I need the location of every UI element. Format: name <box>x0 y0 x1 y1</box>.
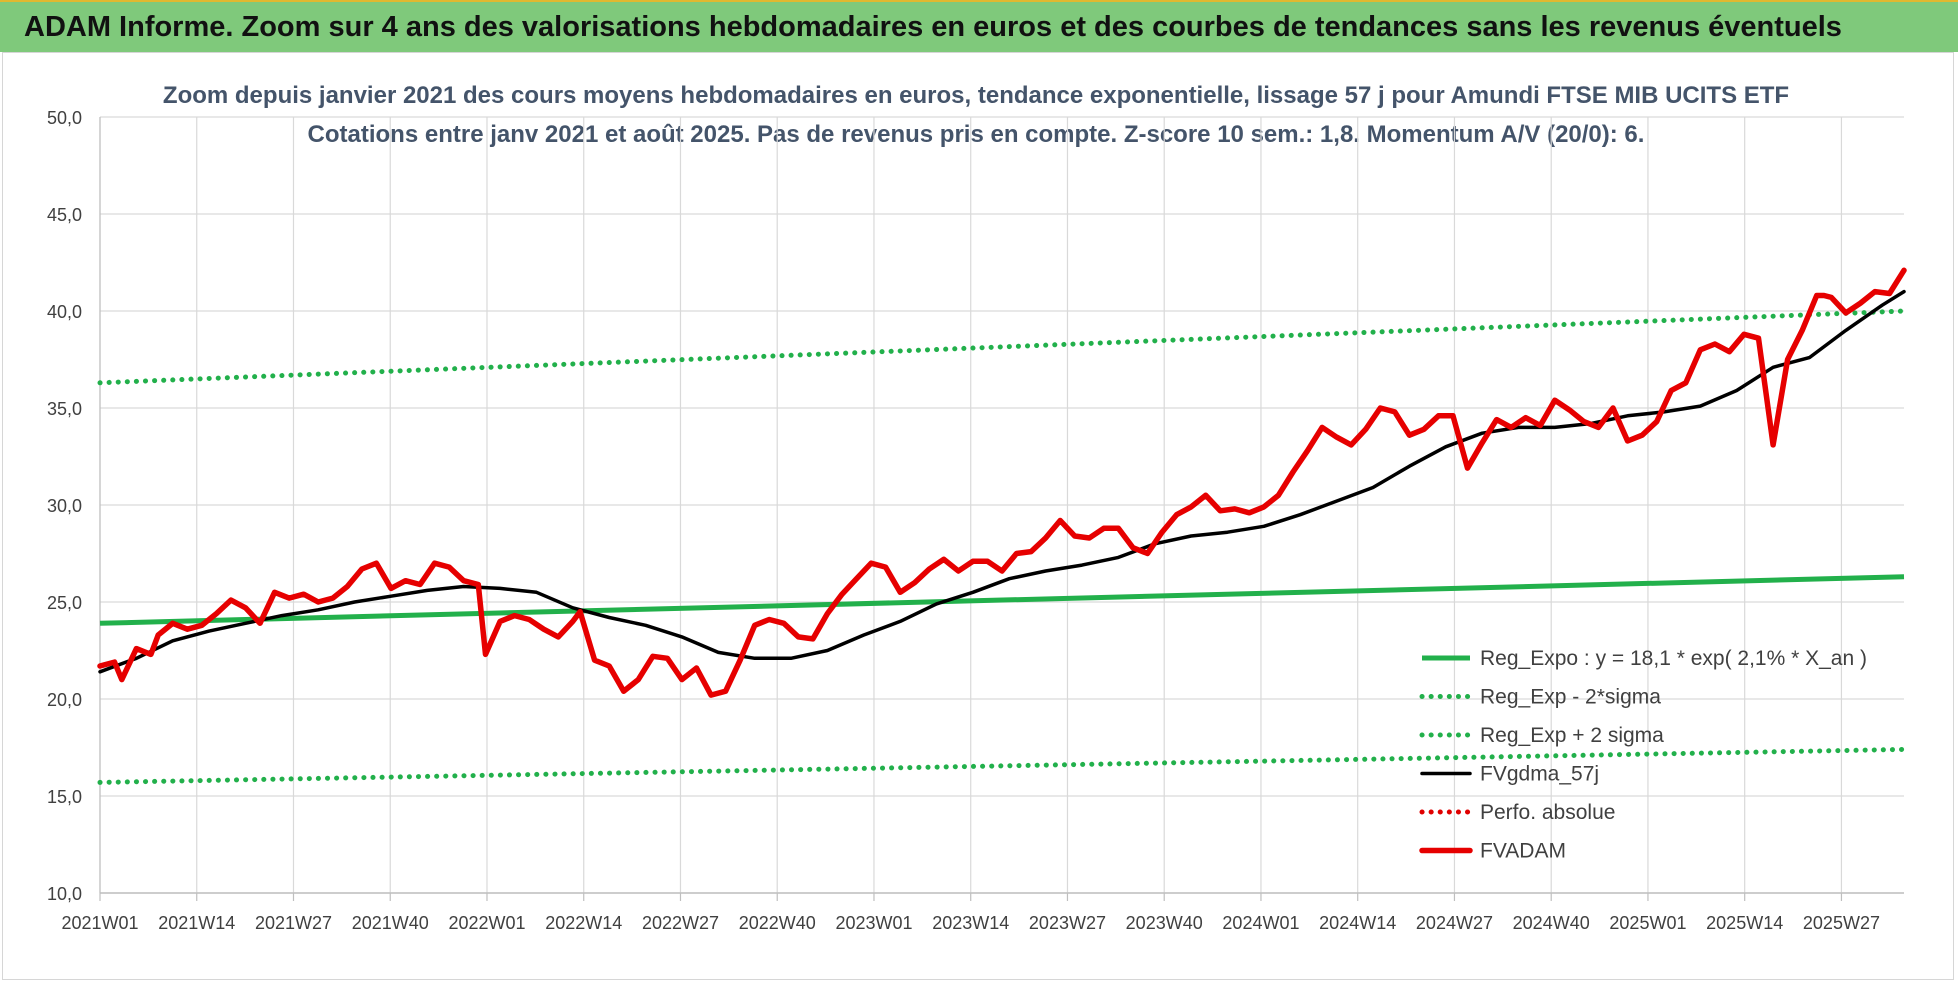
series-0-line <box>99 574 1905 626</box>
x-tick-label: 2021W27 <box>255 913 332 933</box>
x-tick-label: 2024W01 <box>1222 913 1299 933</box>
y-tick-label: 45,0 <box>47 205 82 225</box>
x-tick-label: 2022W01 <box>448 913 525 933</box>
y-tick-label: 35,0 <box>47 399 82 419</box>
x-tick-label: 2025W14 <box>1706 913 1783 933</box>
x-tick-label: 2021W01 <box>61 913 138 933</box>
legend-label: Perfo. absolue <box>1480 801 1615 824</box>
legend-label: FVgdma_57j <box>1480 763 1599 786</box>
report-title: ADAM Informe. Zoom sur 4 ans des valoris… <box>24 11 1842 43</box>
x-tick-label: 2023W40 <box>1126 913 1203 933</box>
legend-label: Reg_Exp - 2*sigma <box>1480 686 1661 709</box>
chart-title: Zoom depuis janvier 2021 des cours moyen… <box>163 82 1789 109</box>
series-2-line <box>97 308 1907 386</box>
y-tick-label: 15,0 <box>47 787 82 807</box>
x-tick-label: 2022W40 <box>739 913 816 933</box>
x-tick-label: 2022W14 <box>545 913 622 933</box>
y-tick-label: 25,0 <box>47 593 82 613</box>
y-tick-label: 40,0 <box>47 302 82 322</box>
chart-subtitle: Cotations entre janv 2021 et août 2025. … <box>308 121 1645 148</box>
x-tick-label: 2023W14 <box>932 913 1009 933</box>
chart-frame <box>2 52 1954 980</box>
y-axis: 10,0 15,0 20,0 25,0 30,0 35,0 40,0 45,0 50,0 <box>47 108 101 904</box>
legend-label: FVADAM <box>1480 840 1566 863</box>
report-banner: ADAM Informe. Zoom sur 4 ans des valoris… <box>0 0 1958 52</box>
x-tick-label: 2023W01 <box>835 913 912 933</box>
y-tick-label: 20,0 <box>47 690 82 710</box>
series-5-line <box>97 267 1907 698</box>
y-tick-label: 30,0 <box>47 496 82 516</box>
x-tick-label: 2021W40 <box>352 913 429 933</box>
x-tick-label: 2021W14 <box>158 913 235 933</box>
y-tick-label: 50,0 <box>47 108 82 128</box>
x-tick-label: 2025W01 <box>1609 913 1686 933</box>
legend-label: Reg_Expo : y = 18,1 * exp( 2,1% * X_an ) <box>1480 647 1867 670</box>
x-tick-label: 2024W14 <box>1319 913 1396 933</box>
x-tick-label: 2025W27 <box>1803 913 1880 933</box>
legend: Reg_Expo : y = 18,1 * exp( 2,1% * X_an )… <box>1419 647 1867 863</box>
y-tick-label: 10,0 <box>47 884 82 904</box>
plot-series <box>97 267 1907 785</box>
x-tick-label: 2024W40 <box>1513 913 1590 933</box>
legend-label: Reg_Exp + 2 sigma <box>1480 724 1664 747</box>
x-tick-label: 2023W27 <box>1029 913 1106 933</box>
x-tick-label: 2022W27 <box>642 913 719 933</box>
series-1-line <box>97 746 1907 785</box>
x-tick-label: 2024W27 <box>1416 913 1493 933</box>
x-axis: 2021W01 2021W14 2021W27 2021W40 2022W01 2022W… <box>61 892 1904 933</box>
